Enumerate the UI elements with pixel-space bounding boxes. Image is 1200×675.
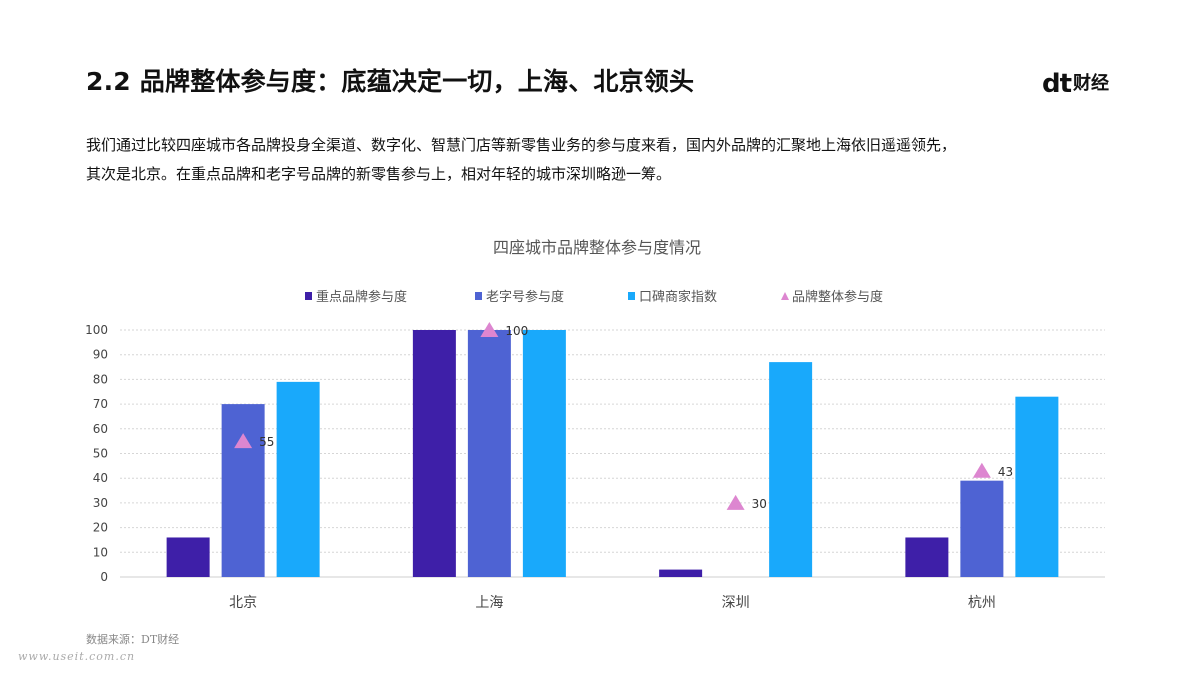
bar-2-1 (221, 404, 265, 577)
legend-label-1: 重点品牌参与度 (316, 289, 407, 305)
logo-text: 财经 (1073, 73, 1110, 94)
y-tick-label: 30 (93, 496, 108, 510)
bar-2-2 (467, 330, 511, 577)
watermark: www.useit.com.cn (18, 650, 136, 663)
dt-logo: dt 财经 (1042, 68, 1109, 100)
y-tick-label: 80 (93, 372, 108, 386)
bar-1-1 (166, 537, 210, 577)
description: 我们通过比较四座城市各品牌投身全渠道、数字化、智慧门店等新零售业务的参与度来看，… (86, 131, 1126, 189)
legend-swatch-1 (305, 292, 312, 300)
bar-3-1 (276, 381, 320, 577)
x-tick-label: 深圳 (722, 595, 750, 611)
legend-swatch-2 (475, 292, 482, 300)
bar-3-3 (769, 362, 813, 577)
legend-label-2: 老字号参与度 (486, 289, 564, 305)
x-tick-label: 上海 (475, 595, 503, 611)
y-tick-label: 60 (93, 422, 108, 436)
marker-label-2: 100 (505, 324, 528, 338)
chart-title: 四座城市品牌整体参与度情况 (493, 238, 701, 257)
y-tick-label: 90 (93, 348, 108, 362)
page-title: 2.2 品牌整体参与度：底蕴决定一切，上海、北京领头 (86, 67, 695, 96)
x-tick-label: 杭州 (968, 595, 996, 611)
bar-1-3 (659, 569, 703, 577)
x-tick-label: 北京 (229, 595, 257, 611)
marker-1 (234, 433, 253, 449)
y-tick-label: 0 (100, 570, 108, 584)
legend-swatch-3 (628, 292, 635, 300)
legend-label-3: 口碑商家指数 (639, 289, 717, 305)
y-tick-label: 20 (93, 521, 108, 535)
bar-3-4 (1015, 396, 1059, 577)
data-source: 数据来源：DT财经 (86, 633, 180, 646)
marker-4 (972, 462, 991, 478)
marker-3 (726, 494, 745, 510)
y-tick-label: 70 (93, 397, 108, 411)
description-line-2: 其次是北京。在重点品牌和老字号品牌的新零售参与上，相对年轻的城市深圳略逊一筹。 (86, 165, 672, 183)
marker-label-1: 55 (259, 435, 274, 449)
y-tick-label: 50 (93, 447, 108, 461)
description-line-1: 我们通过比较四座城市各品牌投身全渠道、数字化、智慧门店等新零售业务的参与度来看，… (86, 136, 957, 154)
marker-label-3: 30 (752, 497, 767, 511)
y-tick-label: 40 (93, 471, 108, 485)
bar-3-2 (522, 330, 566, 577)
bar-1-2 (412, 330, 456, 577)
bar-1-4 (905, 537, 949, 577)
logo-mark: dt (1042, 69, 1072, 99)
marker-2 (480, 322, 499, 337)
bar-2-4 (960, 480, 1004, 577)
legend-marker-4 (781, 292, 789, 300)
marker-label-4: 43 (998, 465, 1013, 479)
y-tick-label: 10 (93, 545, 108, 559)
legend-label-4: 品牌整体参与度 (792, 289, 883, 305)
y-tick-label: 100 (85, 323, 108, 337)
